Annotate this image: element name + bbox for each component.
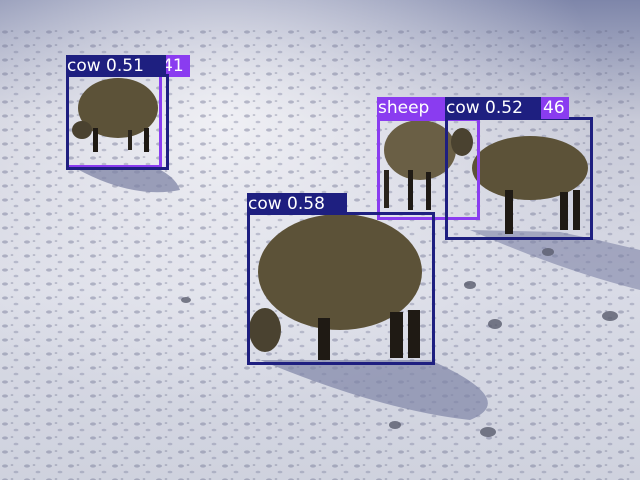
detection-label-suffix-text: 41 [162,56,184,76]
detection-label-cow-052: cow 0.52 [445,97,543,119]
detection-box-cow-052 [445,117,593,240]
sheep-2-figure [384,120,456,210]
sheep-4-figure [249,214,422,360]
detection-label-sheep: sheep [377,97,445,119]
detection-label-text: cow 0.52 [446,98,523,118]
detection-label-text: sheep [378,98,430,118]
detection-label-text: cow 0.58 [248,194,325,214]
detection-label-cow-purple-suffix: 41 [160,55,190,77]
detection-label-cow-058: cow 0.58 [247,193,347,215]
detection-box-cow-058 [247,212,435,365]
sheep-1-figure [72,78,158,152]
detection-label-cow-052-suffix: 46 [541,97,569,119]
detection-label-text: cow 0.51 [67,56,144,76]
sheep-3-figure [451,128,588,234]
detection-box-sheep [377,118,480,220]
detection-label-suffix-text: 46 [543,98,565,118]
detection-box-cow-051 [66,74,169,170]
detection-label-cow-051: cow 0.51 [66,55,166,77]
